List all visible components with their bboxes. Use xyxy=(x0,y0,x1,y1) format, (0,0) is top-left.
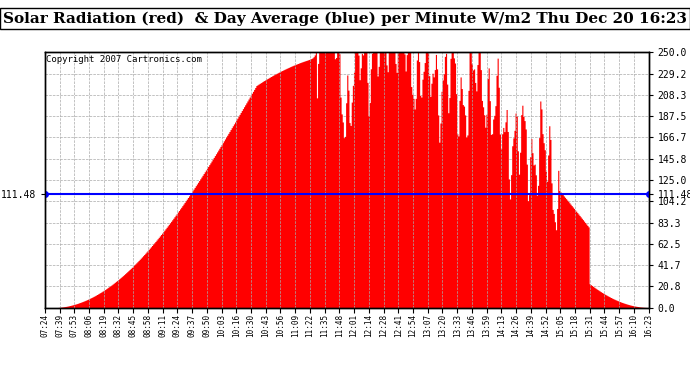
Text: Copyright 2007 Cartronics.com: Copyright 2007 Cartronics.com xyxy=(46,55,202,64)
Text: Solar Radiation (red)  & Day Average (blue) per Minute W/m2 Thu Dec 20 16:23: Solar Radiation (red) & Day Average (blu… xyxy=(3,11,687,26)
